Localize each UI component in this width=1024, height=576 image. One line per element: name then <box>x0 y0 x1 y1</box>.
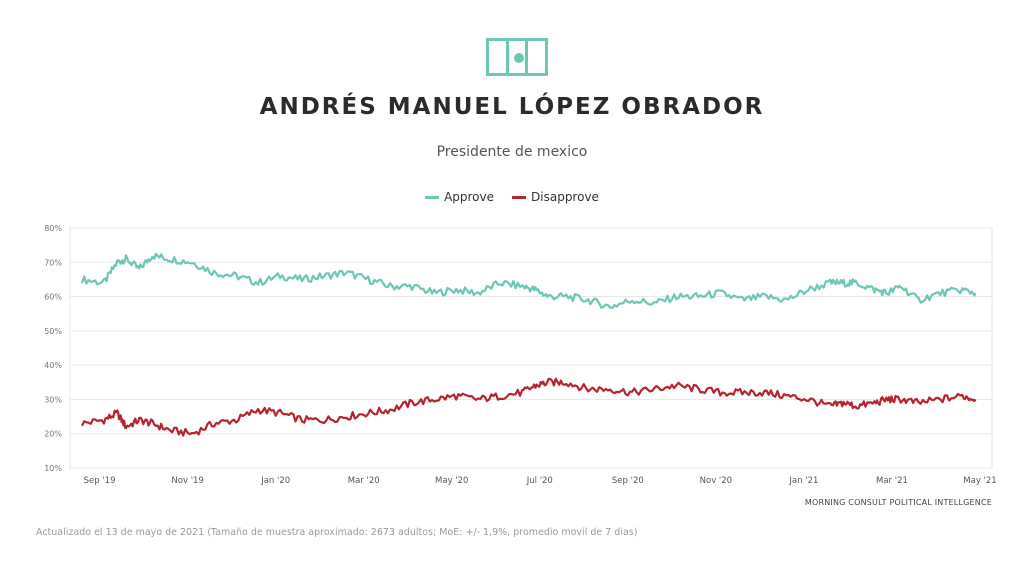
series-line-disapprove <box>81 377 977 437</box>
x-tick-label: Nov '19 <box>171 476 203 486</box>
x-tick-label: Jan '21 <box>788 476 818 486</box>
x-tick-label: Mar '20 <box>348 476 380 486</box>
legend-swatch-approve <box>425 195 440 199</box>
page-subtitle: Presidente de mexico <box>436 144 588 160</box>
x-tick-label: Jan '20 <box>260 476 290 486</box>
mexico-flag-icon <box>486 38 548 76</box>
y-tick-label: 70% <box>44 258 62 267</box>
flag-emblem <box>514 53 524 63</box>
flag-stripe-left <box>506 41 509 73</box>
x-tick-label: Nov '20 <box>700 476 732 486</box>
x-tick-label: Mar '21 <box>876 476 908 486</box>
series-line-approve <box>80 252 977 310</box>
x-tick-label: Jul '20 <box>526 476 553 486</box>
x-tick-label: May '21 <box>963 476 996 486</box>
y-tick-label: 80% <box>44 224 62 233</box>
x-tick-label: Sep '19 <box>84 476 116 486</box>
legend-item-disapprove[interactable]: Disapprove <box>512 190 599 204</box>
x-tick-label: May '20 <box>435 476 468 486</box>
legend-label-disapprove: Disapprove <box>531 190 599 204</box>
flag-stripe-right <box>525 41 528 73</box>
y-tick-label: 50% <box>44 327 62 336</box>
y-tick-label: 20% <box>44 430 62 439</box>
x-tick-label: Sep '20 <box>612 476 644 486</box>
legend-item-approve[interactable]: Approve <box>425 190 494 204</box>
y-tick-label: 40% <box>44 361 62 370</box>
y-tick-label: 30% <box>44 395 62 404</box>
y-tick-label: 10% <box>44 464 62 473</box>
page-title: ANDRÉS MANUEL LÓPEZ OBRADOR <box>259 94 765 120</box>
legend-swatch-disapprove <box>512 195 527 199</box>
plot-frame <box>69 227 993 469</box>
chart-legend: Approve Disapprove <box>0 190 1024 204</box>
legend-label-approve: Approve <box>444 190 495 204</box>
footnote: Actualizado el 13 de mayo de 2021 (Tamañ… <box>36 527 638 538</box>
y-tick-label: 60% <box>44 293 62 302</box>
source-credit: MORNING CONSULT POLITICAL INTELLGENCE <box>804 498 992 507</box>
